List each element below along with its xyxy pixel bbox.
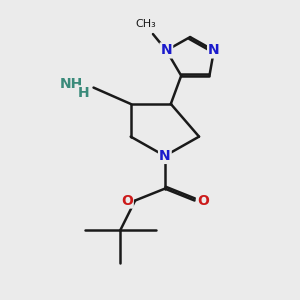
Text: CH₃: CH₃ <box>135 19 156 29</box>
Text: N: N <box>160 44 172 57</box>
Text: NH: NH <box>60 77 83 91</box>
Text: N: N <box>159 149 171 163</box>
Text: H: H <box>77 86 89 100</box>
Text: O: O <box>121 194 133 208</box>
Text: N: N <box>208 44 220 57</box>
Text: O: O <box>197 194 209 208</box>
